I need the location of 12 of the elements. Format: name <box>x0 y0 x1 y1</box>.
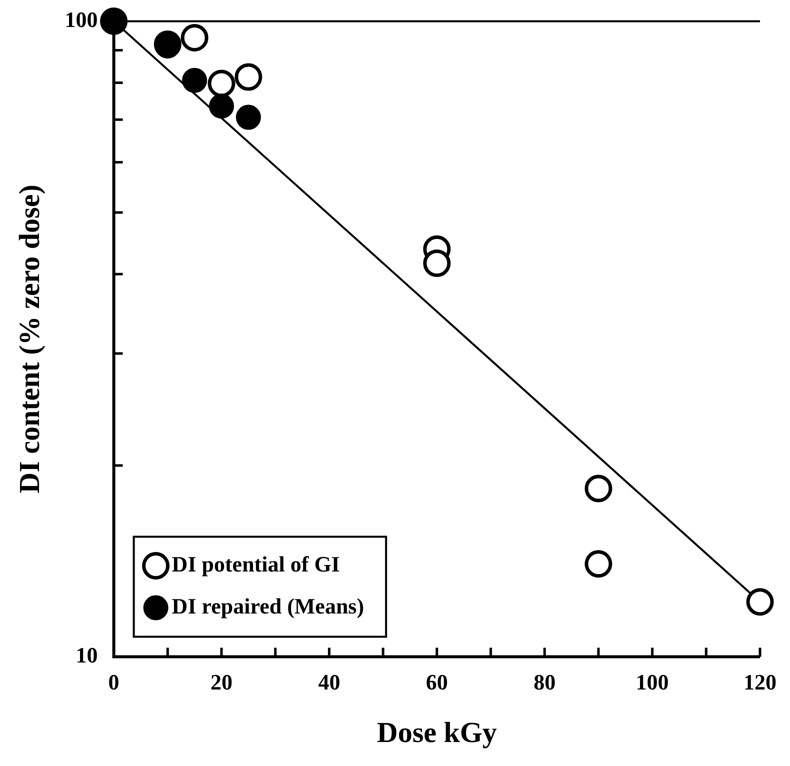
y-tick-label: 10 <box>76 642 98 668</box>
x-tick-label: 80 <box>534 670 556 695</box>
legend-label: DI potential of GI <box>172 551 340 576</box>
x-tick-label: 0 <box>108 670 120 695</box>
x-tick-label: 60 <box>426 670 448 695</box>
legend-label: DI repaired (Means) <box>172 593 364 618</box>
x-tick-label: 100 <box>636 670 669 695</box>
x-tick-label: 20 <box>210 670 232 695</box>
y-axis-title: DI content (% zero dose) <box>14 184 46 494</box>
x-tick-label: 120 <box>744 670 776 695</box>
x-tick-label: 40 <box>318 670 340 695</box>
x-axis-title: Dose kGy <box>376 717 498 750</box>
